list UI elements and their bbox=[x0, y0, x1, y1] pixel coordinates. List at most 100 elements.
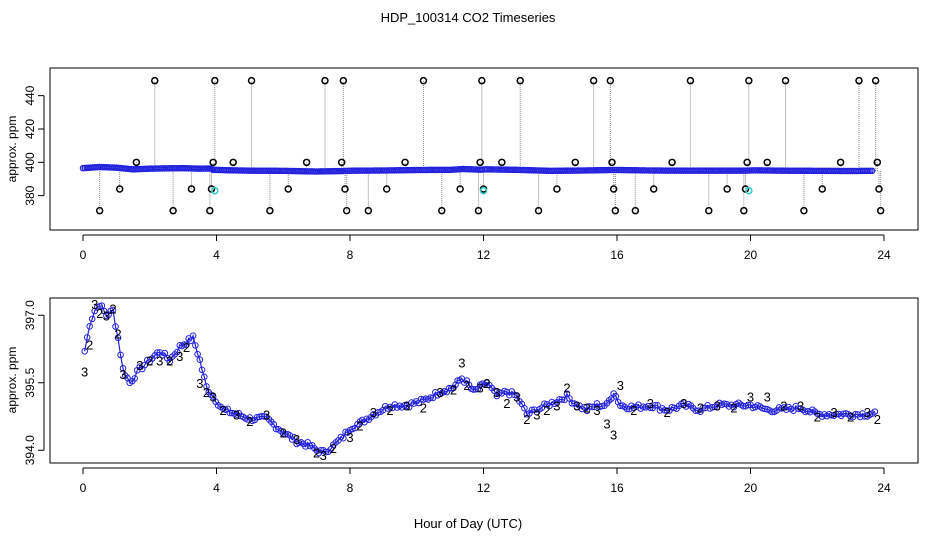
calibration-point bbox=[364, 206, 373, 215]
calibration-point bbox=[498, 158, 506, 167]
glyph-marker-3: 3 bbox=[119, 367, 126, 382]
ambient-point bbox=[112, 323, 119, 330]
ambient-point bbox=[445, 384, 453, 392]
glyph-marker-3: 3 bbox=[714, 398, 721, 413]
calibration-point bbox=[668, 158, 676, 167]
x-axis-label: Hour of Day (UTC) bbox=[414, 516, 522, 531]
glyph-marker-2: 2 bbox=[583, 401, 590, 416]
glyph-marker-3: 3 bbox=[403, 398, 410, 413]
bottom-x-tick-label: 20 bbox=[744, 481, 758, 495]
glyph-marker-3: 3 bbox=[603, 416, 610, 431]
ambient-point bbox=[586, 403, 593, 410]
calibration-point bbox=[209, 158, 217, 167]
ambient-point bbox=[340, 434, 347, 442]
ambient-point bbox=[153, 349, 161, 356]
ambient-point bbox=[521, 404, 528, 412]
calibration-point bbox=[871, 76, 880, 85]
glyph-marker-2: 2 bbox=[220, 403, 227, 418]
calibration-point bbox=[401, 158, 409, 167]
ambient-point bbox=[88, 315, 96, 323]
glyph-marker-3: 3 bbox=[458, 356, 465, 371]
calibration-point bbox=[571, 158, 580, 167]
glyph-marker-2: 2 bbox=[523, 412, 530, 427]
glyph-marker-2: 2 bbox=[543, 403, 550, 418]
ambient-point bbox=[253, 414, 261, 421]
ambient-point bbox=[86, 323, 93, 330]
ambient-point bbox=[611, 166, 618, 174]
ambient-line bbox=[84, 304, 876, 454]
glyph-marker-2: 2 bbox=[483, 376, 490, 391]
bottom-panel: approx. ppm 0 4 8 12 16 20 24 394.0 395.5 397.0 3… bbox=[5, 297, 919, 495]
glyph-marker-2: 2 bbox=[450, 383, 457, 398]
glyph-marker-3: 3 bbox=[513, 389, 520, 404]
glyph-marker-2: 2 bbox=[313, 446, 320, 461]
glyph-marker-2: 2 bbox=[814, 410, 821, 425]
glyph-marker-3: 3 bbox=[764, 389, 771, 404]
glyph-marker-3: 3 bbox=[370, 405, 377, 420]
glyph-marker-3: 3 bbox=[797, 398, 804, 413]
calibration-point bbox=[341, 185, 349, 193]
calibration-point bbox=[516, 76, 524, 85]
calibration-point bbox=[229, 158, 237, 167]
calibration-point bbox=[649, 185, 658, 193]
glyph-marker-3: 3 bbox=[553, 398, 560, 413]
bottom-y-tick-label: 397.0 bbox=[23, 300, 37, 330]
ambient-point bbox=[183, 341, 190, 348]
ambient-point bbox=[607, 166, 614, 174]
glyph-marker-3: 3 bbox=[176, 349, 183, 364]
glyph-marker-2: 2 bbox=[874, 412, 881, 427]
glyph-marker-3: 3 bbox=[493, 385, 500, 400]
calibration-point bbox=[800, 206, 808, 215]
glyph-marker-2: 2 bbox=[330, 441, 337, 456]
calibration-point bbox=[284, 185, 293, 193]
glyph-marker-3: 3 bbox=[346, 430, 353, 445]
glyph-marker-3: 3 bbox=[617, 378, 624, 393]
ambient-point bbox=[588, 403, 596, 411]
top-plot-frame bbox=[49, 67, 919, 231]
bottom-y-tick-label: 394.0 bbox=[23, 435, 37, 465]
ambient-point bbox=[83, 334, 91, 341]
ambient-point bbox=[131, 375, 139, 382]
ambient-point bbox=[198, 366, 206, 374]
glyph-marker-2: 2 bbox=[356, 419, 363, 434]
glyph-marker-2: 2 bbox=[780, 398, 787, 413]
glyph-marker-3: 3 bbox=[103, 308, 110, 323]
ambient-point bbox=[81, 348, 88, 355]
flagged-point bbox=[479, 186, 488, 195]
ambient-point bbox=[709, 404, 716, 411]
calibration-point bbox=[476, 158, 484, 167]
glyph-marker-2: 2 bbox=[563, 380, 570, 395]
ambient-point bbox=[609, 166, 616, 174]
flagged-point bbox=[211, 186, 219, 195]
ambient-point bbox=[613, 166, 620, 174]
calibration-point bbox=[781, 76, 790, 85]
glyph-marker-2: 2 bbox=[730, 401, 737, 416]
glyph-marker-3: 3 bbox=[81, 365, 88, 380]
ambient-point bbox=[871, 408, 879, 415]
glyph-marker-3: 3 bbox=[436, 385, 443, 400]
ambient-point bbox=[417, 395, 425, 403]
glyph-marker-3: 3 bbox=[293, 432, 300, 447]
bottom-x-tick-label: 24 bbox=[877, 481, 891, 495]
ambient-point bbox=[794, 405, 802, 412]
calibration-point bbox=[876, 206, 885, 215]
glyph-marker-3: 3 bbox=[593, 403, 600, 418]
ambient-point bbox=[654, 401, 661, 409]
ambient-point bbox=[692, 407, 699, 414]
ambient-point bbox=[612, 393, 620, 400]
calibration-point bbox=[266, 206, 274, 215]
calibration-point bbox=[631, 206, 640, 215]
ambient-point bbox=[260, 413, 268, 420]
ambient-point bbox=[661, 407, 668, 414]
calibration-point bbox=[818, 185, 827, 193]
ambient-point bbox=[161, 349, 169, 357]
glyph-marker-3: 3 bbox=[136, 358, 143, 373]
calibration-point bbox=[745, 76, 753, 85]
ambient-point bbox=[651, 402, 659, 409]
ambient-point bbox=[625, 405, 633, 413]
calibration-point bbox=[247, 76, 256, 85]
calibration-point bbox=[478, 76, 486, 85]
ambient-point bbox=[623, 405, 631, 413]
calibration-point bbox=[609, 185, 618, 193]
